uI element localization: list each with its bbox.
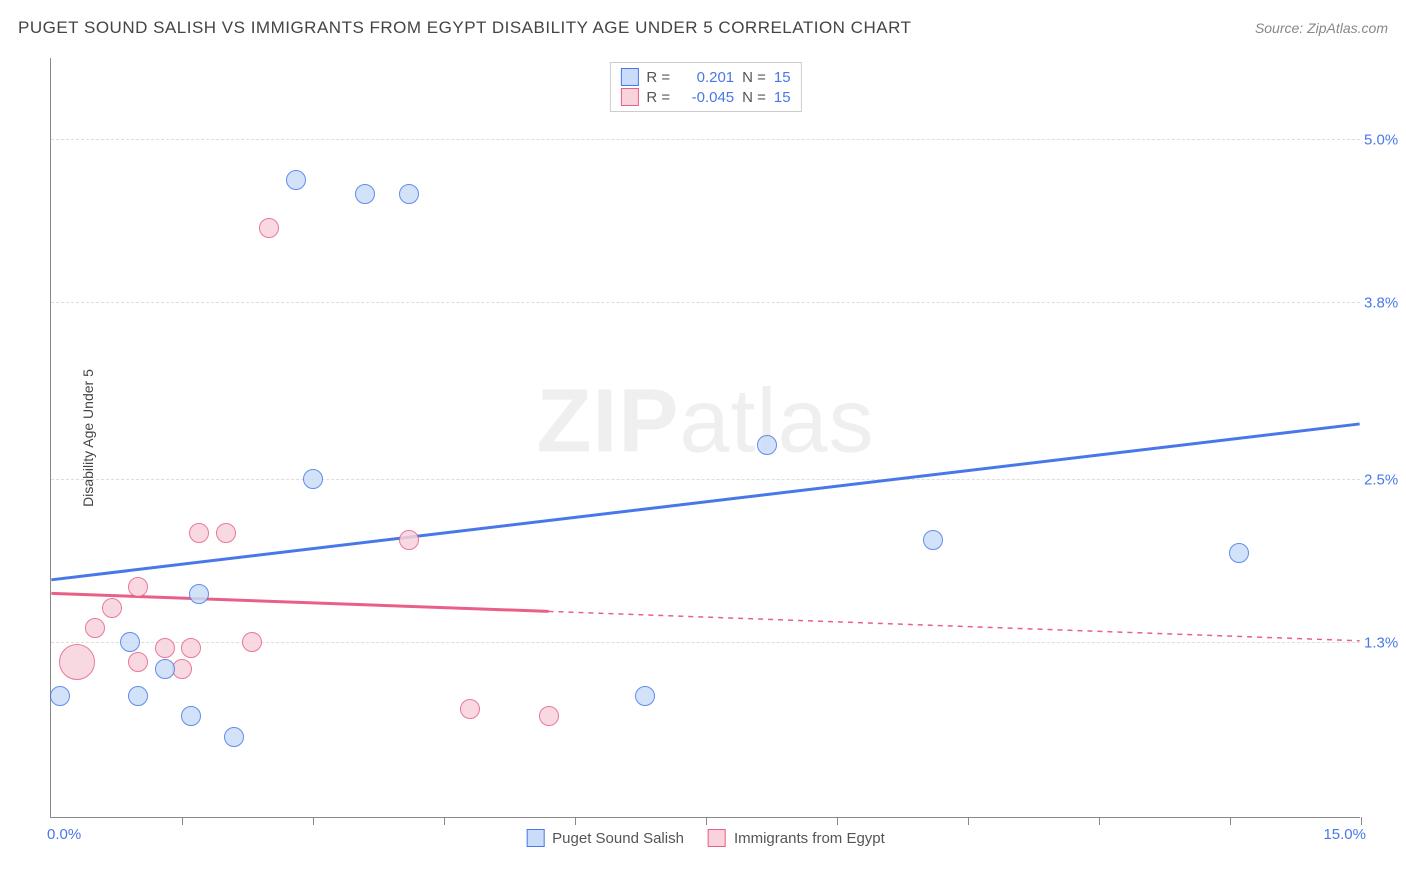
bottom-legend-item-pink: Immigrants from Egypt xyxy=(708,829,885,847)
data-point-blue xyxy=(50,686,70,706)
x-axis-min-label: 0.0% xyxy=(47,826,81,843)
data-point-blue xyxy=(757,435,777,455)
legend-r-label: R = xyxy=(646,69,670,86)
legend-r-label: R = xyxy=(646,89,670,106)
data-point-blue xyxy=(923,530,943,550)
data-point-pink xyxy=(128,577,148,597)
data-point-pink xyxy=(85,618,105,638)
x-axis-max-label: 15.0% xyxy=(1323,826,1366,843)
chart-svg xyxy=(51,58,1360,817)
trend-line xyxy=(51,593,548,611)
data-point-pink xyxy=(216,523,236,543)
stat-legend-row-blue: R = 0.201 N = 15 xyxy=(620,67,790,87)
data-point-blue xyxy=(128,686,148,706)
legend-label-blue: Puget Sound Salish xyxy=(552,830,684,847)
x-tick xyxy=(575,817,576,825)
data-point-pink xyxy=(181,638,201,658)
data-point-pink xyxy=(259,218,279,238)
x-tick xyxy=(706,817,707,825)
legend-n-label: N = xyxy=(742,69,766,86)
data-point-pink xyxy=(155,638,175,658)
x-tick xyxy=(837,817,838,825)
data-point-pink xyxy=(242,632,262,652)
data-point-blue xyxy=(224,727,244,747)
data-point-blue xyxy=(399,184,419,204)
data-point-blue xyxy=(303,469,323,489)
legend-swatch-blue xyxy=(620,68,638,86)
x-tick xyxy=(313,817,314,825)
legend-r-value-pink: -0.045 xyxy=(678,89,734,106)
x-tick xyxy=(968,817,969,825)
data-point-blue xyxy=(635,686,655,706)
data-point-blue xyxy=(155,659,175,679)
x-tick xyxy=(1099,817,1100,825)
data-point-blue xyxy=(181,706,201,726)
stat-legend-row-pink: R = -0.045 N = 15 xyxy=(620,87,790,107)
bottom-legend-item-blue: Puget Sound Salish xyxy=(526,829,684,847)
data-point-pink xyxy=(59,644,95,680)
data-point-pink xyxy=(189,523,209,543)
legend-swatch-pink xyxy=(620,88,638,106)
x-tick xyxy=(444,817,445,825)
legend-n-value-pink: 15 xyxy=(774,89,791,106)
data-point-pink xyxy=(539,706,559,726)
source-label: Source: ZipAtlas.com xyxy=(1255,20,1388,36)
data-point-blue xyxy=(1229,543,1249,563)
data-point-pink xyxy=(172,659,192,679)
data-point-pink xyxy=(399,530,419,550)
y-tick-label: 3.8% xyxy=(1364,295,1406,312)
stat-legend: R = 0.201 N = 15 R = -0.045 N = 15 xyxy=(609,62,801,112)
trend-line xyxy=(51,424,1359,580)
legend-n-value-blue: 15 xyxy=(774,69,791,86)
x-tick xyxy=(1361,817,1362,825)
x-tick xyxy=(1230,817,1231,825)
legend-label-pink: Immigrants from Egypt xyxy=(734,830,885,847)
y-tick-label: 5.0% xyxy=(1364,132,1406,149)
x-tick xyxy=(182,817,183,825)
chart-title: PUGET SOUND SALISH VS IMMIGRANTS FROM EG… xyxy=(18,18,911,37)
plot-area: Disability Age Under 5 ZIPatlas 5.0%3.8%… xyxy=(50,58,1360,818)
data-point-blue xyxy=(120,632,140,652)
data-point-pink xyxy=(102,598,122,618)
legend-swatch-blue xyxy=(526,829,544,847)
legend-r-value-blue: 0.201 xyxy=(678,69,734,86)
bottom-legend: Puget Sound Salish Immigrants from Egypt xyxy=(526,829,885,847)
data-point-pink xyxy=(128,652,148,672)
y-tick-label: 1.3% xyxy=(1364,634,1406,651)
data-point-pink xyxy=(460,699,480,719)
y-tick-label: 2.5% xyxy=(1364,471,1406,488)
data-point-blue xyxy=(189,584,209,604)
trend-line xyxy=(549,611,1360,640)
data-point-blue xyxy=(286,170,306,190)
legend-swatch-pink xyxy=(708,829,726,847)
legend-n-label: N = xyxy=(742,89,766,106)
data-point-blue xyxy=(355,184,375,204)
